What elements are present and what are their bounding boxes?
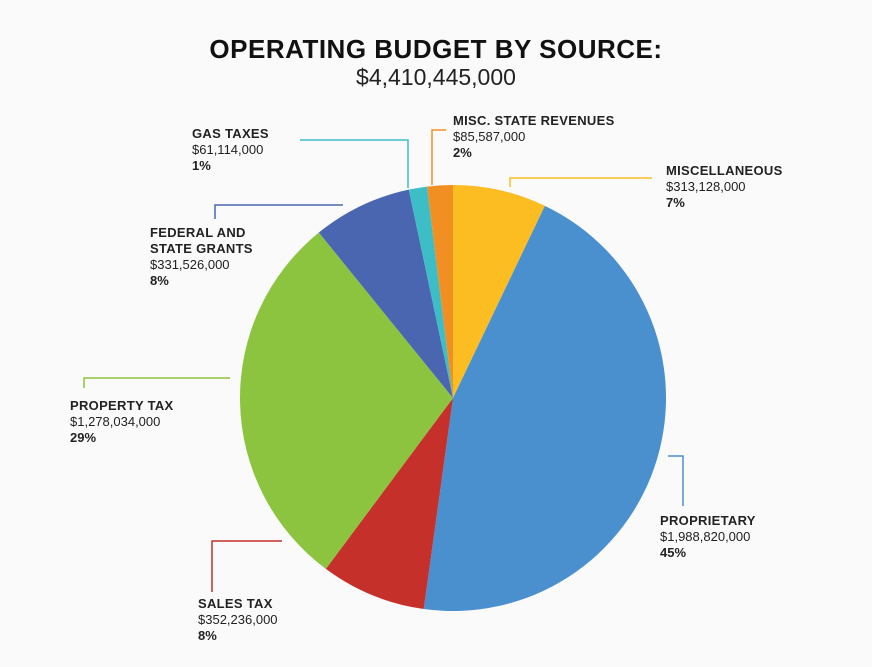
slice-label: SALES TAX $352,236,000 8% (198, 596, 338, 644)
slice-value: $1,988,820,000 (660, 529, 751, 544)
leader-line (509, 177, 652, 187)
slice-label: FEDERAL AND STATE GRANTS $331,526,000 8% (150, 225, 270, 289)
slice-percent: 2% (453, 145, 472, 160)
leader-line (668, 455, 684, 506)
slice-label: GAS TAXES $61,114,000 1% (192, 126, 302, 174)
pie-slice (325, 398, 453, 609)
slice-percent: 8% (150, 273, 169, 288)
slice-percent: 1% (192, 158, 211, 173)
slice-value: $331,526,000 (150, 257, 230, 272)
slice-label: PROPRIETARY $1,988,820,000 45% (660, 513, 800, 561)
leader-line (83, 377, 230, 388)
slice-percent: 7% (666, 195, 685, 210)
slice-percent: 29% (70, 430, 97, 445)
pie-slice (453, 185, 545, 398)
leader-line (214, 204, 343, 219)
slice-label: PROPERTY TAX $1,278,034,000 29% (70, 398, 210, 446)
slice-name: FEDERAL AND STATE GRANTS (150, 225, 253, 256)
slice-value: $1,278,034,000 (70, 414, 161, 429)
chart-title: OPERATING BUDGET BY SOURCE: (209, 34, 663, 64)
leader-line (211, 540, 282, 592)
slice-name: MISC. STATE REVENUES (453, 113, 615, 128)
pie-slice (427, 185, 453, 398)
slice-value: $352,236,000 (198, 612, 278, 627)
slice-value: $61,114,000 (192, 142, 264, 157)
slice-percent: 8% (198, 628, 217, 643)
slice-name: PROPERTY TAX (70, 398, 174, 413)
slice-label: MISC. STATE REVENUES $85,587,000 2% (453, 113, 633, 161)
pie-slice (423, 205, 666, 611)
pie-slice (318, 189, 453, 398)
slice-name: SALES TAX (198, 596, 273, 611)
chart-subtitle: $4,410,445,000 (356, 64, 516, 90)
leader-line (431, 129, 446, 185)
slice-percent: 45% (660, 545, 687, 560)
slice-label: MISCELLANEOUS $313,128,000 7% (666, 163, 806, 211)
pie-slice (239, 232, 453, 569)
slice-value: $85,587,000 (453, 129, 526, 144)
pie-slice (408, 186, 453, 398)
slice-name: PROPRIETARY (660, 513, 756, 528)
slice-name: MISCELLANEOUS (666, 163, 783, 178)
slice-name: GAS TAXES (192, 126, 269, 141)
slice-value: $313,128,000 (666, 179, 746, 194)
leader-line (300, 139, 409, 188)
